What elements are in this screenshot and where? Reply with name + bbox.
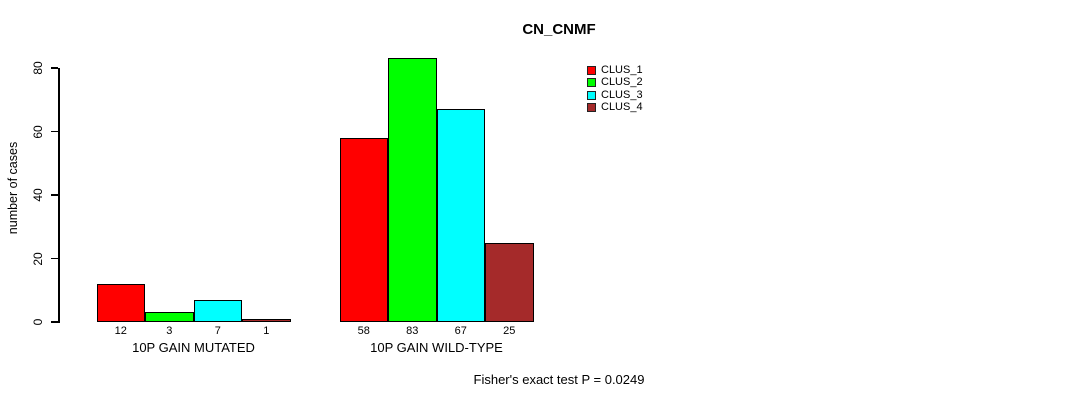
category-label: 10P GAIN WILD-TYPE bbox=[370, 340, 503, 355]
y-tick-mark bbox=[51, 194, 58, 196]
legend-swatch-icon bbox=[587, 90, 596, 100]
legend-label: CLUS_3 bbox=[601, 88, 643, 101]
legend-row: CLUS_4 bbox=[587, 102, 643, 115]
bar-value-label: 58 bbox=[357, 325, 370, 337]
y-tick-label: 60 bbox=[31, 124, 45, 139]
bar-value-label: 83 bbox=[406, 325, 419, 337]
bar-clus_1 bbox=[96, 283, 145, 322]
y-tick-mark bbox=[51, 67, 58, 69]
annotation-text: Fisher's exact test P = 0.0249 bbox=[473, 372, 645, 387]
bar-clus_4 bbox=[485, 242, 534, 322]
legend-swatch-icon bbox=[587, 103, 596, 113]
y-tick-label: 20 bbox=[31, 251, 45, 266]
bar-clus_4 bbox=[242, 318, 291, 322]
y-tick-mark bbox=[51, 130, 58, 133]
legend: CLUS_1 CLUS_2 CLUS_3 CLUS_4 bbox=[587, 64, 643, 114]
y-tick-mark bbox=[51, 321, 58, 323]
legend-label: CLUS_1 bbox=[601, 63, 643, 76]
legend-label: CLUS_4 bbox=[601, 101, 643, 114]
legend-row: CLUS_1 bbox=[587, 64, 643, 77]
bar-clus_1 bbox=[339, 137, 388, 322]
chart-title: CN_CNMF bbox=[522, 21, 596, 38]
bar-value-label: 12 bbox=[114, 325, 127, 337]
legend-row: CLUS_3 bbox=[587, 89, 643, 102]
bar-clus_3 bbox=[436, 109, 485, 322]
y-axis-line bbox=[58, 67, 60, 323]
y-tick-label: 80 bbox=[31, 61, 45, 75]
y-tick-label: 0 bbox=[31, 318, 45, 326]
category-label: 10P GAIN MUTATED bbox=[132, 340, 255, 355]
bar-clus_3 bbox=[193, 299, 242, 322]
legend-swatch-icon bbox=[587, 78, 596, 88]
legend-label: CLUS_2 bbox=[601, 76, 643, 89]
bar-value-label: 3 bbox=[166, 325, 173, 337]
bar-clus_2 bbox=[388, 58, 437, 322]
legend-row: CLUS_2 bbox=[587, 77, 643, 90]
bar-value-label: 25 bbox=[503, 325, 516, 337]
y-tick-mark bbox=[51, 257, 58, 260]
bar-clus_2 bbox=[145, 312, 194, 322]
y-tick-label: 40 bbox=[31, 188, 45, 202]
bar-value-label: 1 bbox=[263, 325, 270, 337]
legend-swatch-icon bbox=[587, 65, 596, 75]
y-axis-title: number of cases bbox=[6, 141, 20, 235]
bar-value-label: 7 bbox=[214, 325, 221, 337]
bar-value-label: 67 bbox=[454, 325, 467, 337]
